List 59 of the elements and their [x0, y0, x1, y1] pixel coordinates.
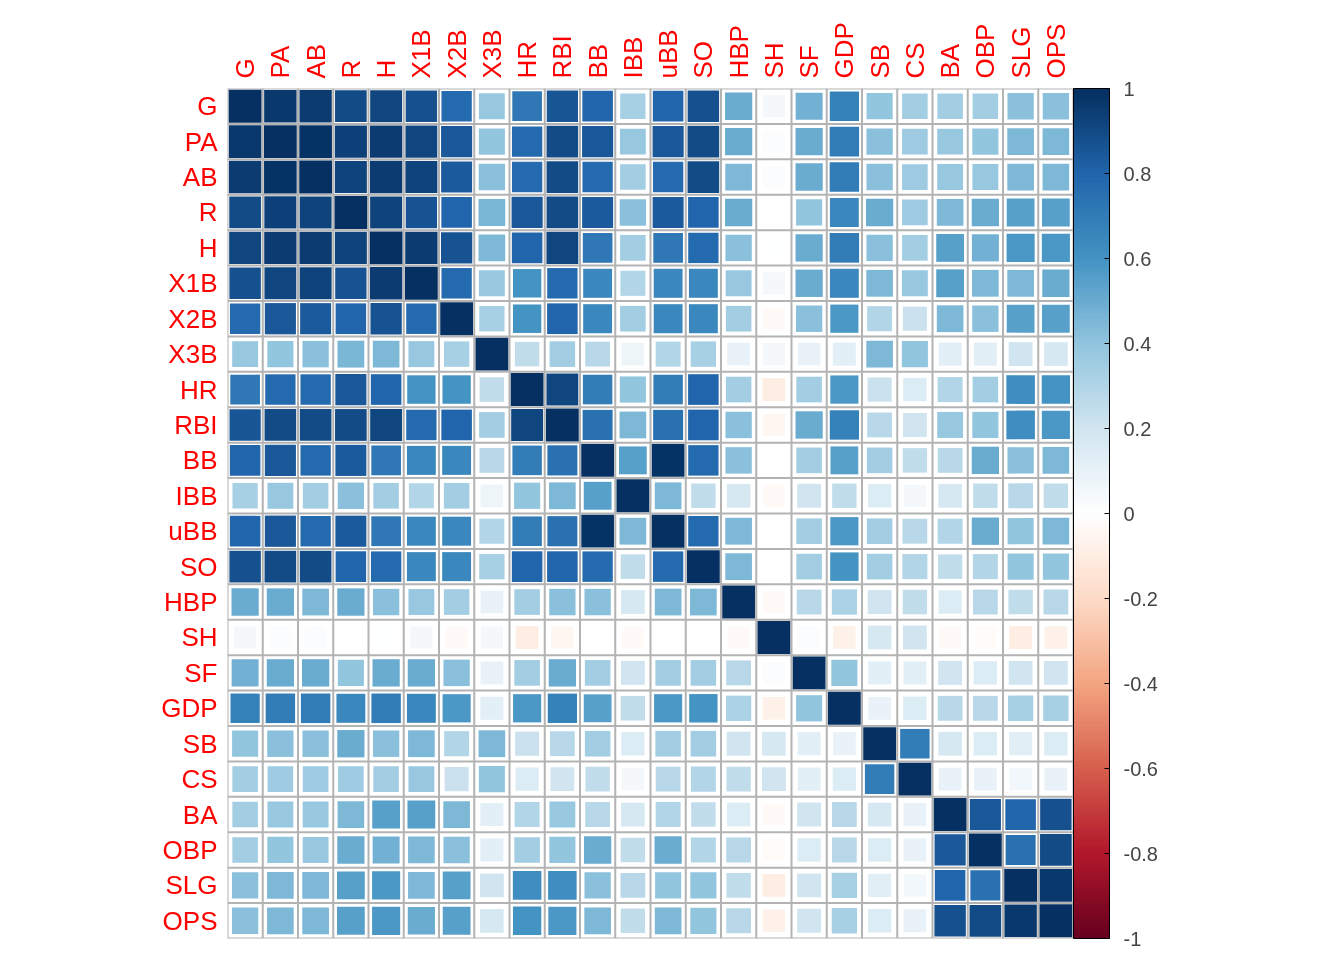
y-tick-label: HR [179, 374, 218, 405]
x-tick-label: H [371, 59, 402, 79]
x-tick-label: OBP [970, 23, 1001, 79]
y-tick-label: SF [184, 657, 218, 688]
y-tick-label: OBP [162, 834, 218, 865]
y-tick-label: GDP [161, 693, 218, 724]
y-tick-label: CS [181, 764, 218, 795]
x-tick-label: R [335, 59, 366, 79]
x-tick-label: AB [300, 43, 331, 79]
color-bar-label: 0.4 [1123, 332, 1152, 355]
x-tick-label: OPS [1040, 23, 1071, 79]
color-bar-label: 0.8 [1123, 162, 1152, 185]
x-tick-label: SH [758, 42, 789, 79]
x-tick-label: SLG [1005, 26, 1036, 79]
color-bar-label: 0 [1123, 502, 1135, 525]
x-tick-label: X1B [406, 29, 437, 79]
x-tick-label: HR [512, 40, 543, 79]
x-tick-label: SB [864, 43, 895, 79]
color-bar-label: -0.4 [1123, 672, 1158, 695]
y-tick-label: X3B [168, 339, 218, 370]
x-tick-label: HBP [723, 25, 754, 79]
color-bar-label: 0.2 [1123, 417, 1152, 440]
y-tick-label: uBB [168, 516, 218, 547]
y-tick-label: BB [182, 445, 218, 476]
y-tick-label: SO [179, 551, 218, 582]
x-tick-label: RBI [547, 35, 578, 79]
x-tick-label: X2B [441, 29, 472, 79]
color-bar-label: -0.8 [1123, 842, 1158, 865]
x-tick-label: BB [582, 43, 613, 79]
y-tick-label: RBI [174, 409, 218, 440]
y-tick-label: X2B [168, 303, 218, 334]
y-tick-label: SLG [165, 870, 218, 901]
color-bar-label: 1 [1123, 77, 1135, 100]
color-bar-label: -0.6 [1123, 757, 1158, 780]
y-tick-label: AB [182, 162, 218, 193]
x-tick-label: CS [899, 42, 930, 79]
x-tick-label: uBB [653, 29, 684, 79]
color-bar-label: -0.2 [1123, 587, 1158, 610]
color-bar-label: -1 [1123, 927, 1142, 950]
y-tick-label: SH [181, 622, 218, 653]
y-tick-label: BA [182, 799, 219, 830]
x-tick-label: X3B [476, 29, 507, 79]
y-tick-label: PA [184, 126, 219, 157]
y-tick-label: OPS [162, 905, 218, 936]
y-tick-label: H [198, 232, 218, 263]
y-tick-label: SB [182, 728, 218, 759]
y-tick-label: IBB [175, 480, 218, 511]
x-tick-label: G [230, 58, 261, 79]
x-tick-label: SF [794, 45, 825, 79]
y-tick-label: G [197, 91, 218, 122]
y-tick-label: HBP [164, 587, 218, 618]
x-tick-label: IBB [617, 36, 648, 79]
y-tick-label: R [198, 197, 218, 228]
y-tick-label: X1B [168, 268, 218, 299]
x-tick-label: SO [688, 40, 719, 79]
x-tick-label: BA [935, 43, 966, 79]
x-tick-label: GDP [829, 22, 860, 79]
color-bar-label: 0.6 [1123, 247, 1152, 270]
x-tick-label: PA [265, 45, 296, 79]
